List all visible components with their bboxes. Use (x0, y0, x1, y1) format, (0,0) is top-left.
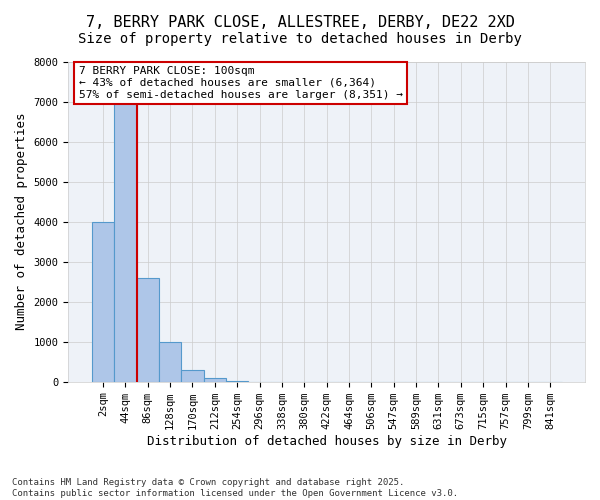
Y-axis label: Number of detached properties: Number of detached properties (15, 113, 28, 330)
Bar (181, 370, 203, 382)
Bar (159, 342, 181, 382)
Text: Size of property relative to detached houses in Derby: Size of property relative to detached ho… (78, 32, 522, 46)
X-axis label: Distribution of detached houses by size in Derby: Distribution of detached houses by size … (146, 434, 506, 448)
Text: Contains HM Land Registry data © Crown copyright and database right 2025.
Contai: Contains HM Land Registry data © Crown c… (12, 478, 458, 498)
Bar (114, 82, 137, 382)
Bar (203, 378, 226, 382)
Text: 7, BERRY PARK CLOSE, ALLESTREE, DERBY, DE22 2XD: 7, BERRY PARK CLOSE, ALLESTREE, DERBY, D… (86, 15, 514, 30)
Bar (137, 278, 159, 382)
Text: 7 BERRY PARK CLOSE: 100sqm
← 43% of detached houses are smaller (6,364)
57% of s: 7 BERRY PARK CLOSE: 100sqm ← 43% of deta… (79, 66, 403, 100)
Bar (92, 222, 114, 382)
